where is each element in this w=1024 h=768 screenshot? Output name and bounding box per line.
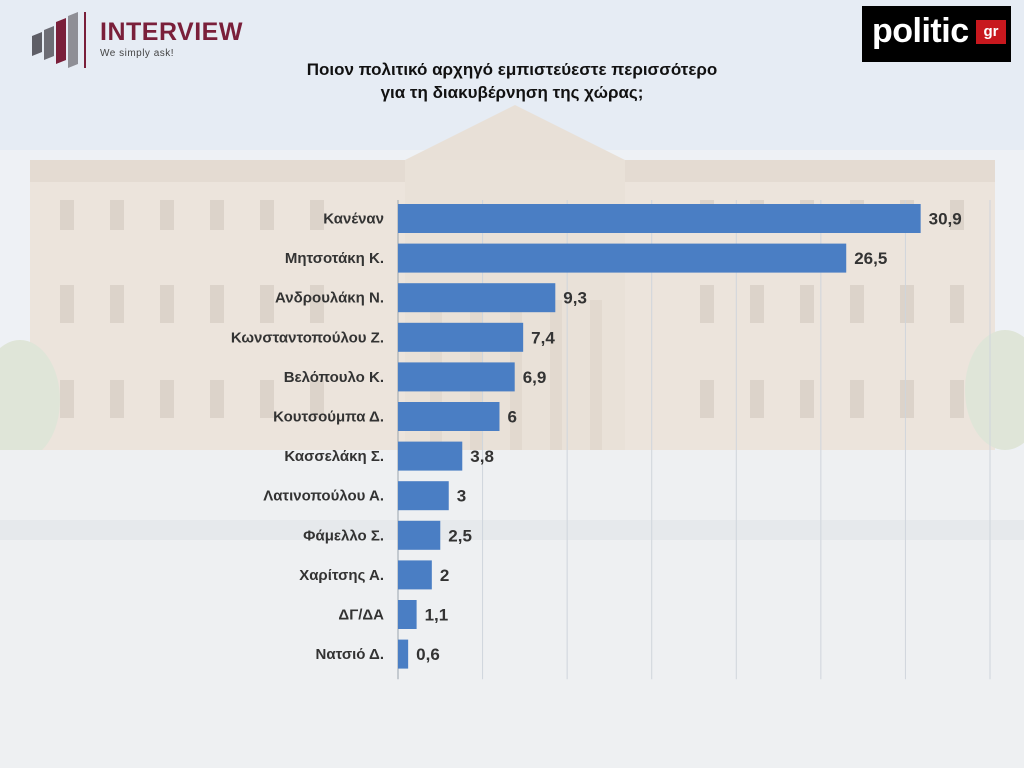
category-label: Λατινοπούλου Α.	[263, 488, 384, 505]
value-label: 6,9	[523, 368, 547, 387]
interview-tagline: We simply ask!	[100, 48, 175, 59]
politic-wordmark: politic	[872, 12, 969, 50]
value-label: 2,5	[448, 526, 472, 545]
category-label: Νατσιό Δ.	[316, 646, 384, 663]
chart-title-line-2: για τη διακυβέρνηση της χώρας;	[380, 83, 644, 102]
category-label: Βελόπουλο Κ.	[284, 369, 384, 386]
category-label: Χαρίτσης Α.	[299, 567, 384, 584]
category-label: Μητσοτάκη Κ.	[285, 250, 384, 267]
value-label: 7,4	[531, 328, 555, 347]
bar	[398, 520, 441, 550]
bar	[398, 204, 921, 233]
politic-gr-badge: gr	[976, 20, 1006, 44]
bar	[398, 362, 515, 392]
bar	[398, 283, 556, 313]
value-label: 2	[440, 566, 449, 585]
gridlines	[397, 200, 991, 680]
bar	[398, 600, 417, 629]
bar	[398, 402, 500, 431]
value-label: 0,6	[416, 645, 440, 664]
value-label: 26,5	[854, 249, 887, 268]
bar	[398, 639, 409, 669]
interview-bars-icon	[32, 12, 86, 68]
value-label: 9,3	[563, 289, 587, 308]
value-label: 30,9	[929, 210, 962, 229]
bar	[398, 560, 432, 590]
interview-logo: INTERVIEW We simply ask!	[30, 12, 260, 70]
category-label: Κασσελάκη Σ.	[284, 448, 384, 465]
bar	[398, 441, 463, 471]
bar	[398, 481, 449, 511]
interview-wordmark: INTERVIEW	[100, 18, 243, 46]
chart-title: Ποιον πολιτικό αρχηγό εμπιστεύεστε περισ…	[212, 58, 812, 104]
category-label: Κουτσούμπα Δ.	[273, 409, 384, 426]
value-labels: 30,9 26,5 9,3 7,4 6,9 6 3,8 3 2,5 2 1,1 0,6	[416, 210, 962, 665]
bars	[398, 204, 921, 669]
category-label: Ανδρουλάκη Ν.	[275, 290, 384, 307]
value-label: 3	[457, 487, 466, 506]
chart-title-line-1: Ποιον πολιτικό αρχηγό εμπιστεύεστε περισ…	[306, 60, 718, 79]
value-label: 3,8	[470, 447, 494, 466]
category-label: Κανέναν	[323, 211, 384, 228]
bar	[398, 322, 524, 352]
category-label: Φάμελλο Σ.	[303, 527, 384, 544]
category-label: Κωνσταντοπούλου Ζ.	[231, 329, 384, 346]
category-label: ΔΓ/ΔΑ	[338, 607, 384, 624]
politic-logo: politic gr	[862, 6, 1011, 62]
value-label: 6	[507, 408, 516, 427]
value-label: 1,1	[425, 606, 449, 625]
category-labels: Κανέναν Μητσοτάκη Κ. Ανδρουλάκη Ν. Κωνσταντ…	[231, 211, 384, 664]
bar	[398, 243, 847, 273]
